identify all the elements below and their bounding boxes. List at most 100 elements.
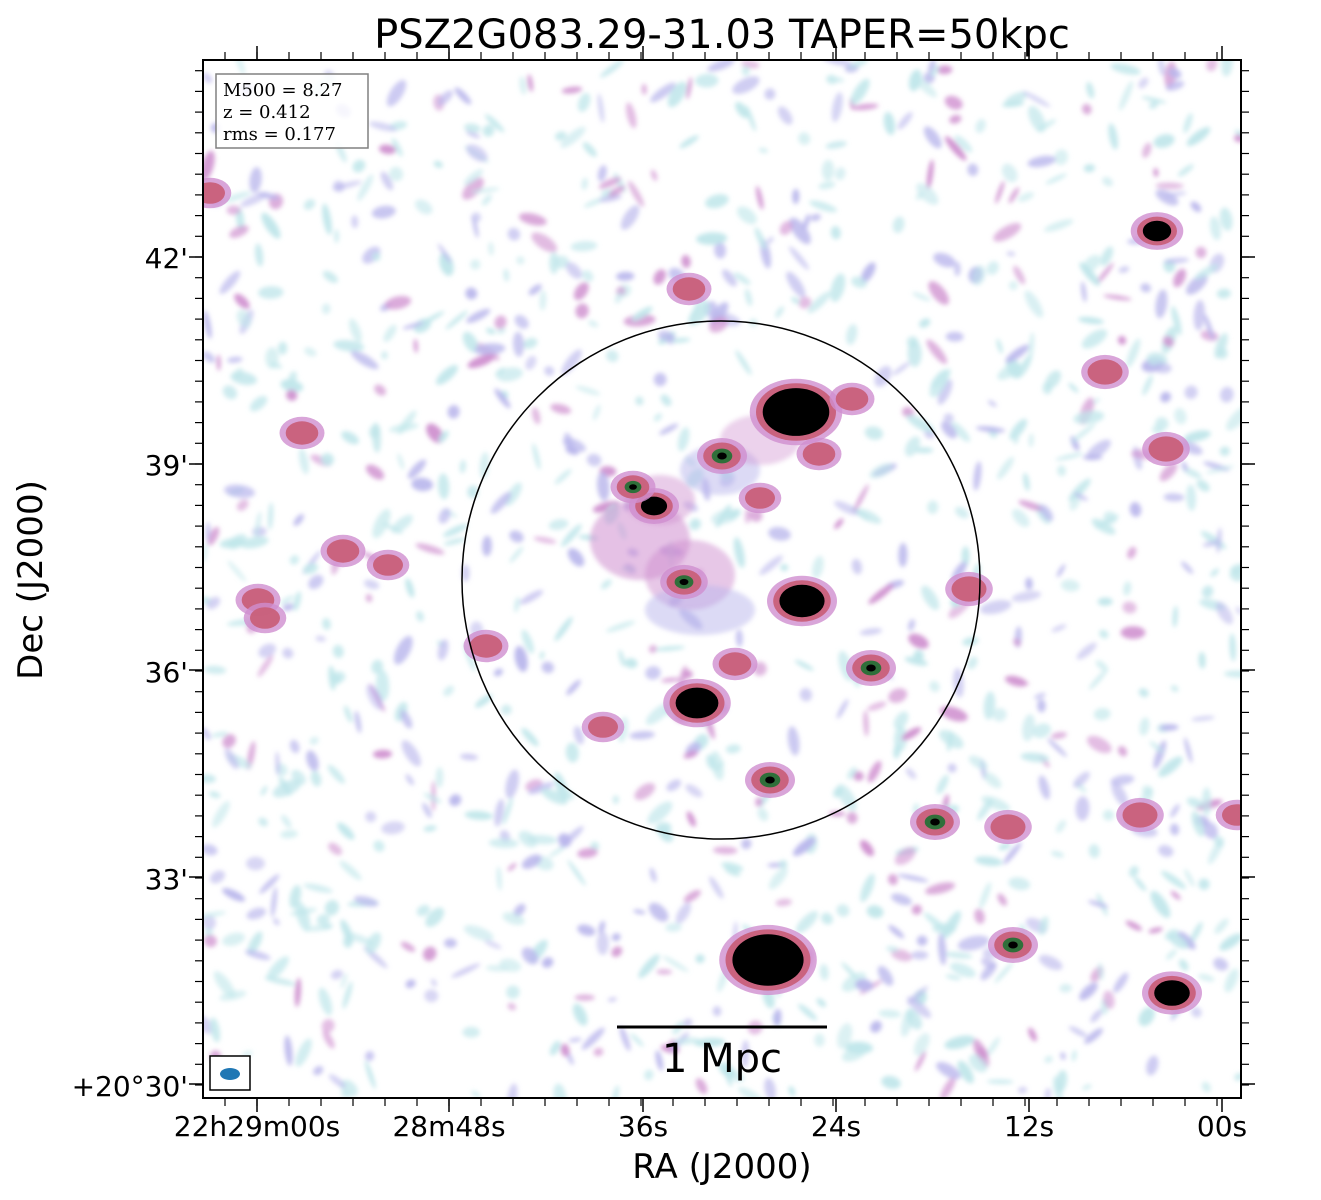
noise-patch: [822, 60, 853, 67]
noise-patch: [992, 708, 1007, 722]
noise-patch: [466, 308, 491, 323]
noise-patch: [1172, 605, 1178, 628]
noise-patch: [1142, 142, 1152, 158]
noise-patch: [1013, 638, 1021, 647]
noise-patch: [1082, 1084, 1092, 1091]
noise-patch: [411, 477, 434, 492]
noise-patch: [383, 324, 397, 343]
noise-patch: [905, 767, 917, 780]
noise-patch: [1068, 1026, 1088, 1038]
noise-patch: [653, 372, 667, 387]
noise-patch: [835, 167, 846, 181]
noise-patch: [775, 898, 792, 907]
noise-patch: [1027, 155, 1056, 168]
noise-patch: [1198, 651, 1206, 669]
noise-patch: [666, 779, 682, 792]
noise-patch: [588, 320, 599, 328]
noise-patch: [563, 432, 575, 453]
noise-patch: [968, 755, 988, 770]
noise-patch: [365, 594, 373, 603]
noise-patch: [247, 931, 263, 955]
noise-patch: [249, 395, 268, 412]
noise-patch: [846, 324, 858, 345]
noise-patch: [901, 727, 922, 741]
noise-patch: [633, 909, 646, 915]
noise-patch: [685, 784, 703, 798]
noise-patch: [470, 187, 500, 194]
noise-patch: [372, 508, 391, 539]
noise-patch: [986, 1037, 1000, 1056]
noise-patch: [249, 167, 262, 193]
noise-patch: [904, 656, 928, 666]
noise-patch: [1191, 811, 1205, 837]
noise-patch: [273, 918, 280, 926]
noise-patch: [1008, 187, 1020, 204]
noise-patch: [944, 1035, 975, 1050]
noise-patch: [425, 907, 445, 928]
noise-patch: [351, 215, 359, 229]
noise-patch: [981, 796, 1011, 812]
noise-patch: [352, 159, 366, 173]
noise-patch: [764, 88, 776, 100]
radio-source: [679, 578, 689, 586]
noise-patch: [1087, 900, 1109, 908]
noise-patch: [850, 78, 870, 105]
noise-patch: [554, 131, 567, 141]
radio-source: [326, 539, 360, 563]
noise-patch: [768, 867, 788, 890]
noise-patch: [210, 1017, 221, 1043]
noise-patch: [282, 603, 294, 612]
noise-patch: [733, 537, 745, 568]
noise-patch: [1113, 972, 1129, 993]
noise-patch: [723, 1068, 745, 1083]
noise-patch: [277, 341, 288, 355]
noise-patch: [560, 1043, 570, 1057]
noise-patch: [1081, 281, 1087, 303]
noise-patch: [1153, 362, 1172, 374]
noise-patch: [713, 846, 738, 855]
noise-patch: [921, 585, 940, 611]
noise-patch: [516, 256, 525, 265]
noise-patch: [997, 456, 1014, 480]
noise-patch: [967, 656, 978, 670]
noise-patch: [943, 413, 954, 423]
noise-patch: [514, 314, 529, 329]
noise-patch: [1003, 842, 1022, 865]
noise-patch: [1088, 844, 1100, 859]
noise-patch: [767, 236, 774, 244]
noise-patch: [705, 194, 729, 209]
noise-patch: [1075, 796, 1090, 821]
noise-patch: [464, 810, 493, 820]
noise-patch: [856, 508, 882, 524]
noise-patch: [631, 306, 653, 322]
noise-patch: [234, 293, 250, 309]
noise-patch: [233, 367, 244, 379]
noise-patch: [207, 526, 220, 546]
noise-patch: [597, 165, 607, 182]
noise-patch: [1044, 1055, 1053, 1064]
noise-patch: [567, 548, 585, 567]
noise-patch: [853, 484, 869, 513]
noise-patch: [1186, 274, 1208, 295]
noise-patch: [667, 81, 687, 108]
noise-patch: [334, 229, 339, 244]
noise-patch: [860, 873, 875, 903]
noise-patch: [1184, 737, 1193, 763]
noise-patch: [725, 744, 741, 754]
noise-patch: [203, 310, 212, 339]
noise-patch: [1213, 957, 1229, 971]
noise-patch: [936, 774, 949, 795]
noise-patch: [1118, 266, 1130, 273]
radio-source: [930, 818, 940, 826]
noise-patch: [881, 1075, 901, 1089]
noise-patch: [389, 166, 404, 182]
noise-patch: [227, 356, 243, 363]
noise-patch: [671, 337, 691, 343]
noise-patch: [519, 590, 544, 605]
noise-patch: [447, 405, 460, 419]
noise-patch: [710, 750, 724, 781]
noise-patch: [485, 327, 496, 335]
noise-patch: [593, 1047, 604, 1057]
noise-patch: [1194, 264, 1219, 280]
noise-patch: [888, 688, 908, 703]
